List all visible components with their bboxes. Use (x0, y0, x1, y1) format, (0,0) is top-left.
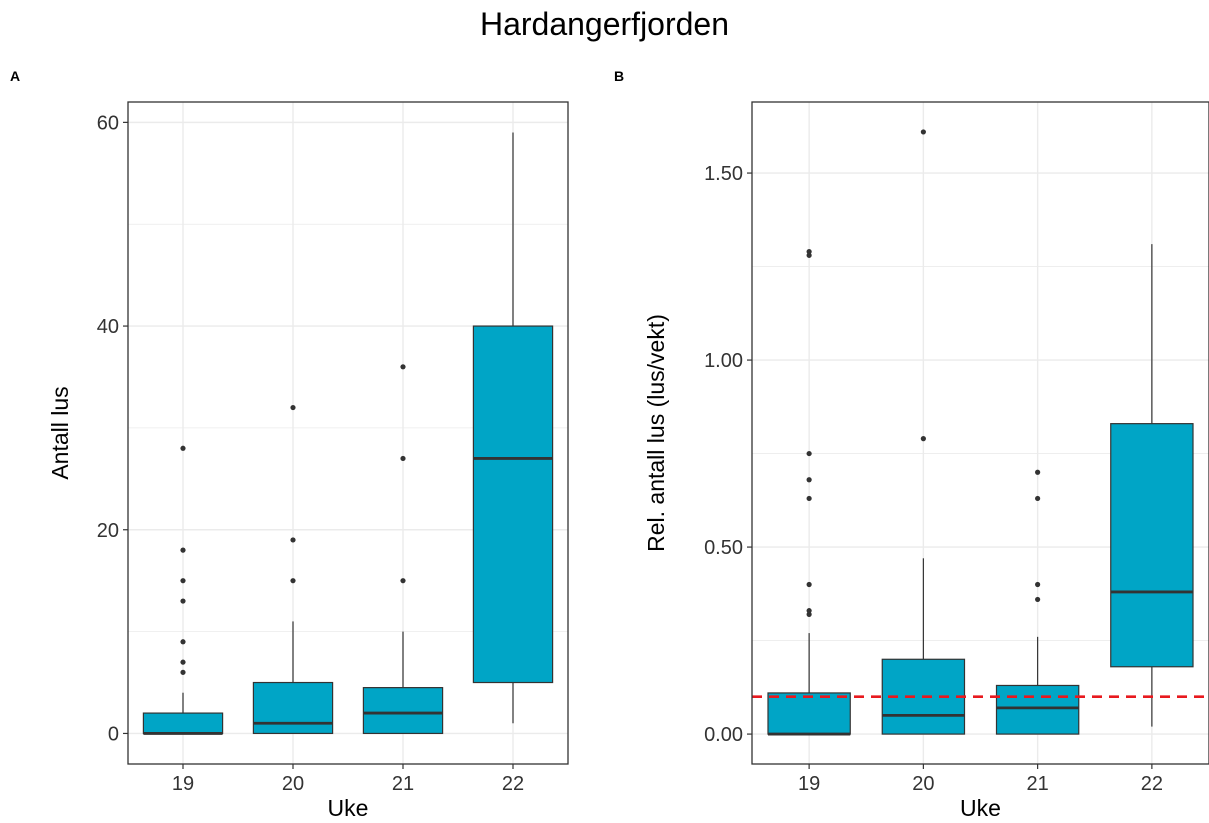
y-tick-label: 60 (97, 112, 119, 134)
outlier-point (920, 129, 926, 135)
outlier-point (806, 581, 812, 588)
box-body (995, 684, 1080, 735)
y-tick-label: 0.00 (704, 724, 743, 746)
outlier-point (400, 364, 406, 370)
y-tick-label: 0.50 (704, 537, 743, 559)
plot-area (752, 102, 1209, 764)
box-body (142, 712, 224, 735)
outlier-point (806, 249, 812, 255)
outlier-point (180, 578, 186, 584)
outlier-point (180, 659, 186, 665)
box-body (1110, 423, 1194, 668)
outlier-point (806, 608, 812, 614)
x-tick-label: 21 (1027, 773, 1049, 795)
outlier-point (806, 495, 812, 502)
box-body (767, 692, 851, 735)
outlier-point (806, 611, 812, 617)
outlier-point (290, 537, 296, 543)
y-axis-title: Antall lus (47, 386, 73, 479)
outlier-point (180, 639, 186, 645)
outlier-point (1035, 469, 1041, 475)
outlier-point (920, 436, 926, 442)
x-axis-title: Uke (328, 795, 369, 821)
outlier-point (1035, 581, 1041, 588)
plot-area (128, 102, 568, 764)
outlier-point (806, 450, 812, 457)
x-axis-title: Uke (960, 795, 1001, 821)
panel-border (127, 101, 569, 765)
box-body (252, 681, 334, 735)
outlier-point (180, 445, 186, 451)
outlier-point (290, 578, 296, 584)
y-tick-label: 40 (97, 316, 119, 338)
outlier-point (1035, 596, 1041, 603)
outlier-point (290, 404, 296, 411)
y-axis-title: Rel. antall lus (lus/vekt) (643, 314, 669, 552)
chart-title: Hardangerfjorden (479, 6, 730, 42)
x-tick-label: 22 (1141, 773, 1163, 795)
y-tick-label: 0 (108, 723, 119, 745)
panel-border (751, 101, 1209, 765)
x-tick-label: 19 (798, 773, 820, 795)
x-tick-label: 19 (172, 773, 194, 795)
box-body (472, 325, 554, 684)
panel-b-plot: 0.00 0.50 1.00 1.50 19 20 21 22 Uke Rel. antall l… (643, 101, 1209, 821)
x-tick-label: 22 (502, 773, 524, 795)
outlier-point (180, 598, 186, 604)
outlier-point (1035, 495, 1041, 502)
y-tick-label: 20 (97, 520, 119, 542)
box-body (362, 687, 444, 735)
outlier-point (806, 252, 812, 258)
outlier-point (400, 578, 406, 584)
panel-label-a: A (10, 68, 21, 84)
outlier-point (180, 669, 186, 675)
outlier-point (400, 455, 406, 462)
outlier-point (806, 477, 812, 483)
x-tick-label: 20 (912, 773, 934, 795)
x-tick-label: 21 (392, 773, 414, 795)
x-tick-label: 20 (282, 773, 304, 795)
y-tick-label: 1.50 (704, 163, 743, 185)
panel-label-b: B (614, 68, 625, 84)
y-tick-label: 1.00 (704, 350, 743, 372)
outlier-point (180, 547, 186, 553)
panel-a-plot: 0 20 40 60 19 20 21 22 Uke Antall lus (47, 101, 569, 821)
